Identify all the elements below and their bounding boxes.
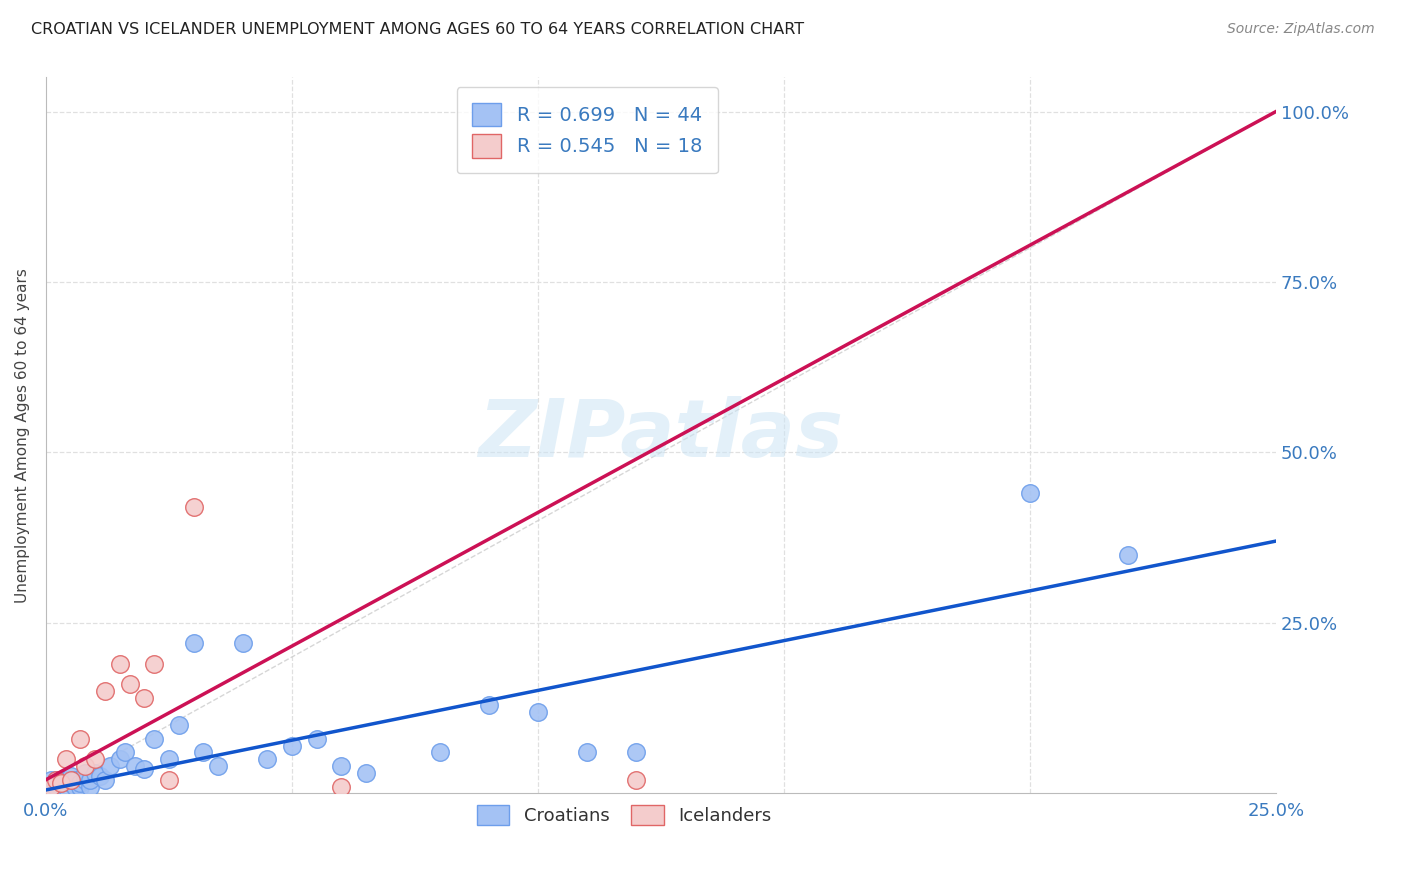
Point bbox=[118, 677, 141, 691]
Point bbox=[55, 752, 77, 766]
Point bbox=[232, 636, 254, 650]
Point bbox=[108, 657, 131, 671]
Point bbox=[65, 772, 87, 787]
Point bbox=[45, 772, 67, 787]
Point bbox=[55, 780, 77, 794]
Point bbox=[59, 776, 82, 790]
Point bbox=[134, 690, 156, 705]
Point bbox=[69, 731, 91, 746]
Point bbox=[94, 772, 117, 787]
Point bbox=[134, 763, 156, 777]
Point bbox=[114, 746, 136, 760]
Point bbox=[626, 772, 648, 787]
Point bbox=[167, 718, 190, 732]
Point bbox=[49, 776, 72, 790]
Point bbox=[39, 772, 62, 787]
Y-axis label: Unemployment Among Ages 60 to 64 years: Unemployment Among Ages 60 to 64 years bbox=[15, 268, 30, 603]
Point bbox=[69, 780, 91, 794]
Point bbox=[478, 698, 501, 712]
Point bbox=[183, 500, 205, 514]
Text: CROATIAN VS ICELANDER UNEMPLOYMENT AMONG AGES 60 TO 64 YEARS CORRELATION CHART: CROATIAN VS ICELANDER UNEMPLOYMENT AMONG… bbox=[31, 22, 804, 37]
Point bbox=[49, 776, 72, 790]
Point bbox=[281, 739, 304, 753]
Point bbox=[478, 138, 501, 153]
Point bbox=[79, 780, 101, 794]
Point bbox=[75, 772, 97, 787]
Point bbox=[157, 752, 180, 766]
Point bbox=[1019, 486, 1042, 500]
Point bbox=[330, 759, 353, 773]
Point bbox=[576, 746, 599, 760]
Point bbox=[626, 746, 648, 760]
Point bbox=[157, 772, 180, 787]
Point bbox=[354, 765, 377, 780]
Point bbox=[207, 759, 229, 773]
Point bbox=[84, 752, 107, 766]
Point bbox=[143, 731, 166, 746]
Point bbox=[59, 772, 82, 787]
Point bbox=[45, 780, 67, 794]
Point bbox=[124, 759, 146, 773]
Point bbox=[429, 746, 451, 760]
Point bbox=[65, 780, 87, 794]
Point bbox=[89, 769, 111, 783]
Point bbox=[75, 765, 97, 780]
Point bbox=[84, 765, 107, 780]
Point bbox=[79, 772, 101, 787]
Point bbox=[193, 746, 215, 760]
Point bbox=[45, 772, 67, 787]
Point bbox=[183, 636, 205, 650]
Point bbox=[305, 731, 328, 746]
Point bbox=[527, 705, 550, 719]
Point bbox=[256, 752, 278, 766]
Point bbox=[39, 780, 62, 794]
Legend: Croatians, Icelanders: Croatians, Icelanders bbox=[468, 796, 780, 834]
Point bbox=[330, 780, 353, 794]
Point bbox=[1118, 548, 1140, 562]
Point bbox=[98, 759, 121, 773]
Point bbox=[94, 684, 117, 698]
Point bbox=[108, 752, 131, 766]
Text: ZIPatlas: ZIPatlas bbox=[478, 396, 844, 475]
Point bbox=[55, 772, 77, 787]
Text: Source: ZipAtlas.com: Source: ZipAtlas.com bbox=[1227, 22, 1375, 37]
Point bbox=[59, 769, 82, 783]
Point bbox=[75, 759, 97, 773]
Point bbox=[143, 657, 166, 671]
Point bbox=[69, 776, 91, 790]
Point bbox=[49, 772, 72, 787]
